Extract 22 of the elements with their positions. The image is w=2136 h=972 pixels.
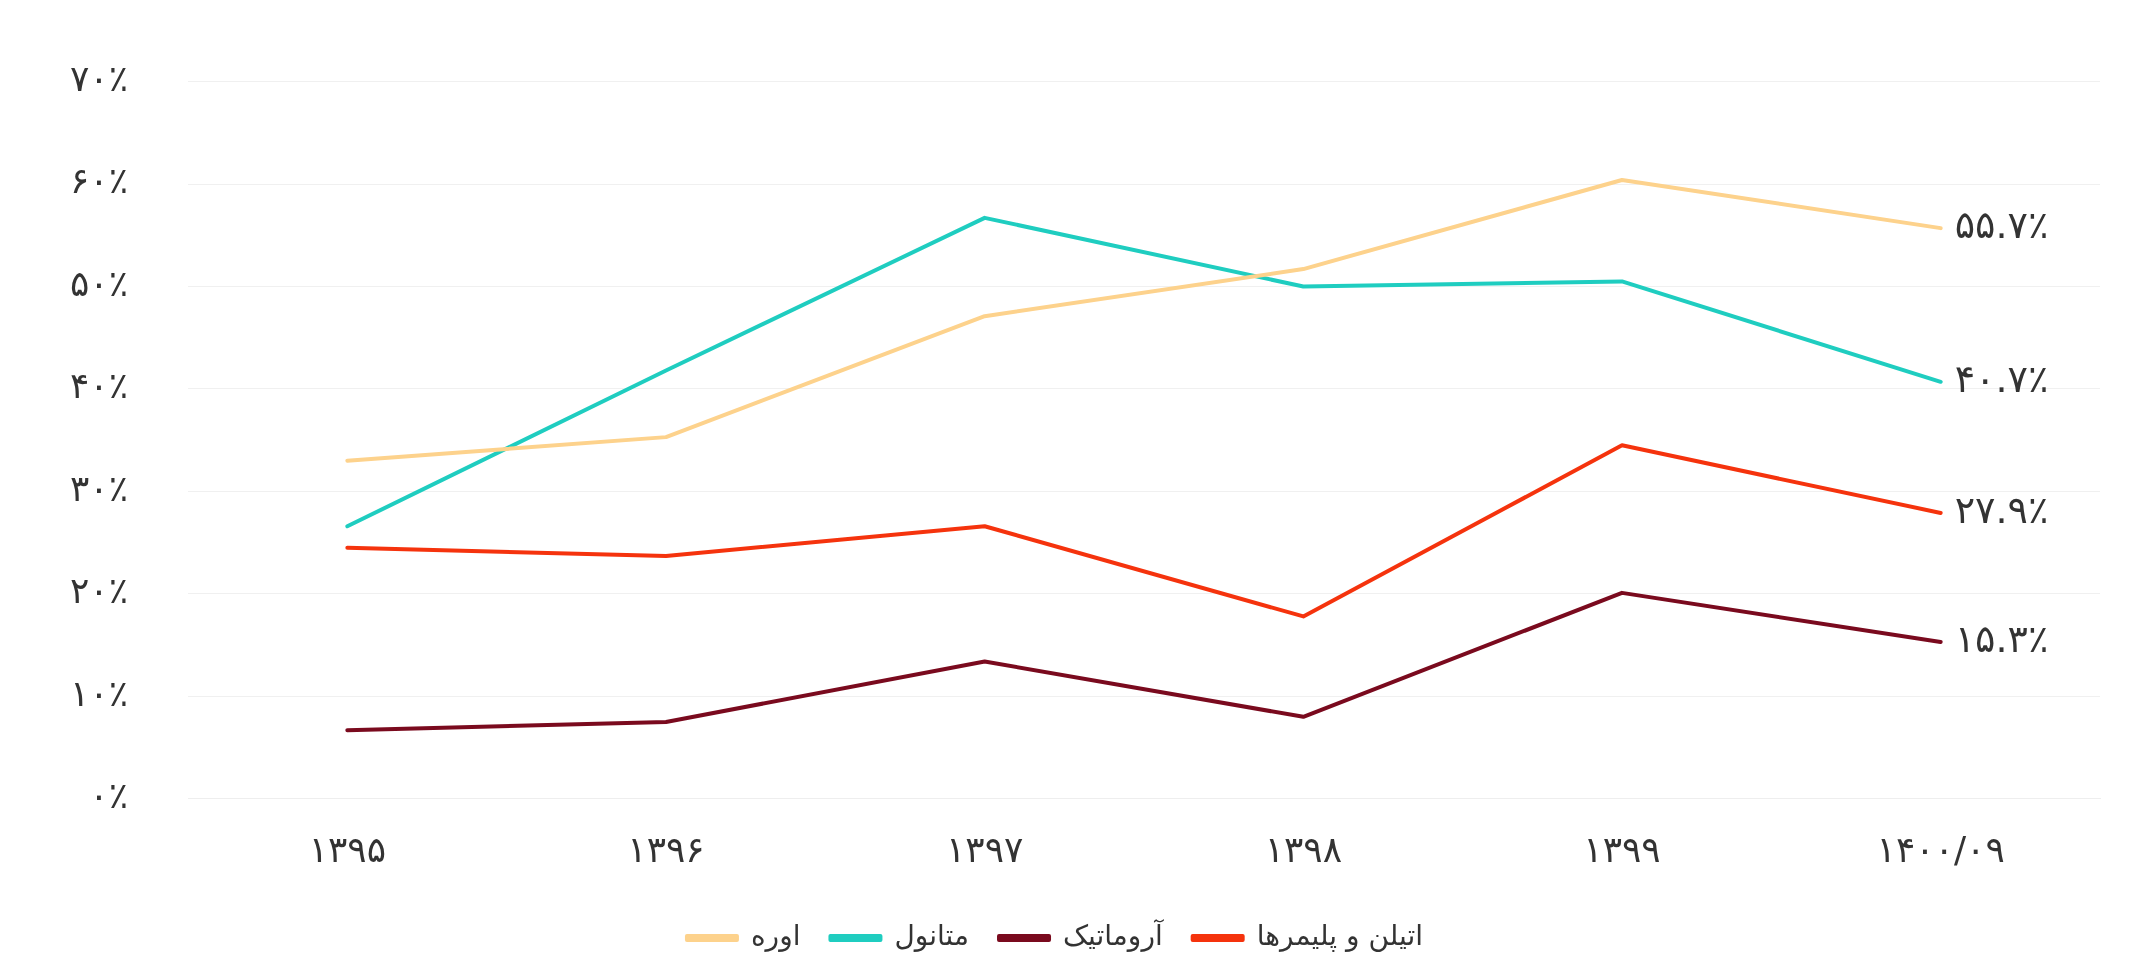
x-tick-label: ۱۳۹۸ — [1264, 828, 1343, 870]
y-tick-label: ۷۰٪ — [69, 57, 129, 99]
legend-label: اوره — [750, 919, 801, 953]
legend-label: اتیلن و پلیمرها — [1256, 919, 1424, 953]
data-label: ۴۰.۷٪ — [1954, 356, 2049, 401]
x-tick-label: ۱۳۹۹ — [1583, 828, 1661, 870]
y-tick-label: ۱۰٪ — [69, 672, 129, 714]
data-label: ۲۷.۹٪ — [1954, 487, 2049, 532]
y-tick-label: ۵۰٪ — [69, 262, 129, 304]
data-label: ۵۵.۷٪ — [1954, 202, 2049, 247]
y-tick-label: ۰٪ — [89, 775, 129, 817]
y-tick-label: ۶۰٪ — [69, 160, 129, 202]
x-tick-label: ۱۴۰۰/۰۹ — [1876, 828, 2005, 870]
x-tick-label: ۱۳۹۵ — [308, 828, 387, 870]
data-label: ۱۵.۳٪ — [1954, 616, 2049, 661]
x-tick-label: ۱۳۹۷ — [946, 828, 1024, 870]
y-tick-label: ۲۰٪ — [69, 570, 129, 612]
y-tick-label: ۳۰٪ — [69, 467, 129, 509]
legend-label: آروماتیک — [1063, 919, 1164, 953]
x-tick-label: ۱۳۹۶ — [627, 828, 705, 870]
y-tick-label: ۴۰٪ — [69, 365, 129, 407]
legend-label: متانول — [894, 919, 970, 953]
